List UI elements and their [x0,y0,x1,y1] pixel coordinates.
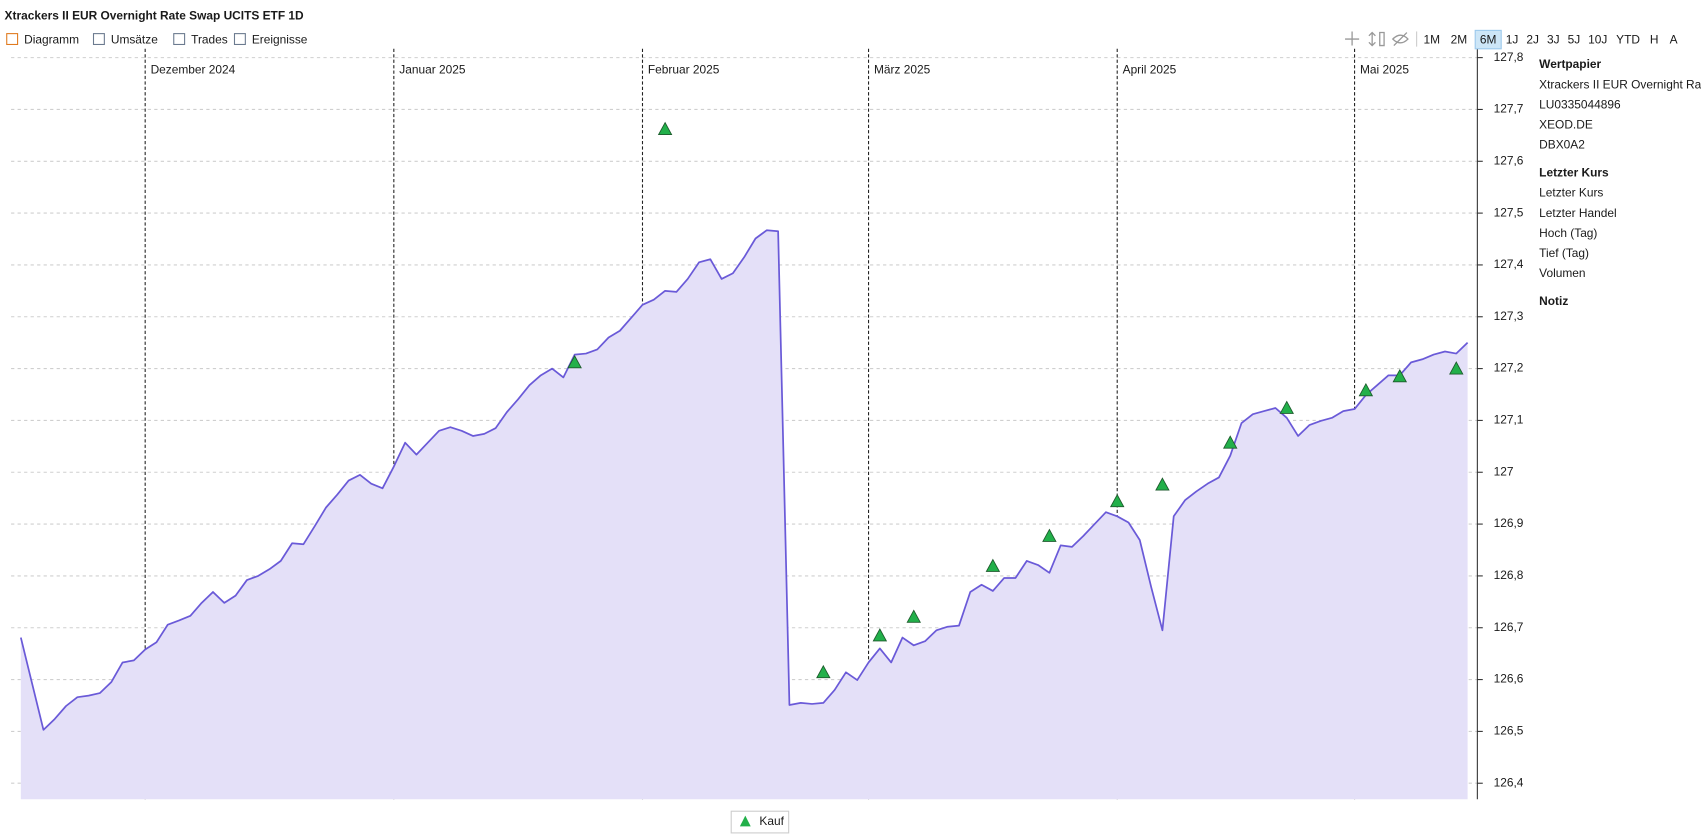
x-tick-label: April 2025 [1123,63,1177,77]
buy-marker [816,664,831,679]
buy-marker [1449,361,1464,375]
range-button[interactable]: 6M [1480,32,1497,46]
y-tick-label: 126,4 [1494,775,1524,789]
chart-tools[interactable] [1345,31,1418,47]
zoom-icon[interactable] [1368,31,1385,47]
buy-marker [1042,528,1057,542]
y-tick-label: 127 [1494,464,1514,478]
y-tick-label: 126,5 [1494,724,1524,738]
y-tick-label: 127,8 [1494,50,1524,64]
y-tick-label: 127,1 [1494,413,1524,427]
range-button[interactable]: H [1650,32,1659,46]
toggle-label[interactable]: Trades [191,32,228,46]
checkbox[interactable] [173,33,186,46]
y-tick-label: 127,4 [1494,257,1524,271]
y-tick-label: 127,5 [1494,205,1524,219]
range-button[interactable]: 10J [1588,32,1607,46]
hide-icon[interactable] [1391,32,1409,47]
toggle-label[interactable]: Umsätze [111,32,158,46]
range-button[interactable]: A [1670,32,1678,46]
toggle-label[interactable]: Ereignisse [252,32,308,46]
buy-marker [985,558,1001,572]
area-fill [20,230,1468,800]
range-button[interactable]: 2M [1451,32,1468,46]
buy-marker [1109,493,1125,508]
range-button[interactable]: YTD [1616,32,1640,46]
x-tick-label: Mai 2025 [1360,63,1409,77]
buy-marker [906,609,921,623]
info-row: Letzter Handel [1539,206,1616,220]
checkbox[interactable] [233,33,246,46]
buy-marker [1279,400,1294,414]
y-tick-label: 127,2 [1494,361,1524,375]
y-tick-label: 127,3 [1494,309,1524,323]
buy-marker [567,354,582,369]
buy-marker [1155,477,1170,491]
legend-marker [739,815,751,827]
price-line [19,229,1469,731]
section-title: Letzter Kurs [1539,166,1609,180]
crosshair-icon[interactable] [1345,31,1360,46]
section-title: Wertpapier [1539,57,1601,71]
y-tick-label: 126,6 [1494,672,1524,686]
info-row: Letzter Kurs [1539,186,1603,200]
x-tick-label: Februar 2025 [648,63,720,77]
y-tick-label: 126,7 [1494,620,1524,634]
info-row: Hoch (Tag) [1539,226,1597,240]
checkbox[interactable] [92,33,105,46]
buy-marker [872,628,888,642]
checkbox[interactable] [6,33,19,46]
info-row: Tief (Tag) [1539,246,1589,260]
info-row: DBX0A2 [1539,137,1585,151]
range-button[interactable]: 3J [1547,32,1560,46]
info-row: Volumen [1539,266,1585,280]
info-row: LU0335044896 [1539,97,1621,111]
y-tick-label: 126,9 [1494,516,1524,530]
info-row: XEOD.DE [1539,117,1593,131]
range-button[interactable]: 1M [1424,32,1441,46]
buy-marker [657,121,673,135]
range-button[interactable]: 2J [1526,32,1539,46]
buy-marker [1358,382,1374,397]
range-button[interactable]: 1J [1506,32,1519,46]
toggle-label[interactable]: Diagramm [24,32,79,46]
x-tick-label: Januar 2025 [399,63,466,77]
range-button[interactable]: 5J [1568,32,1581,46]
x-tick-label: März 2025 [874,63,931,77]
info-row: Xtrackers II EUR Overnight Rate [1539,77,1701,91]
y-tick-label: 127,7 [1494,102,1524,116]
buy-marker [1392,368,1408,383]
x-tick-label: Dezember 2024 [151,63,236,77]
section-title: Notiz [1539,294,1568,308]
range-selected [1474,29,1502,50]
window-title: Xtrackers II EUR Overnight Rate Swap UCI… [5,8,304,22]
y-tick-label: 127,6 [1494,153,1524,167]
buy-marker [1222,435,1238,449]
plot-area: 126,4 126,5 126,6 126,7 126,8 126,9 127 127,1 12… [11,48,1524,800]
legend-label[interactable]: Kauf [759,814,784,828]
y-tick-label: 126,8 [1494,568,1524,582]
